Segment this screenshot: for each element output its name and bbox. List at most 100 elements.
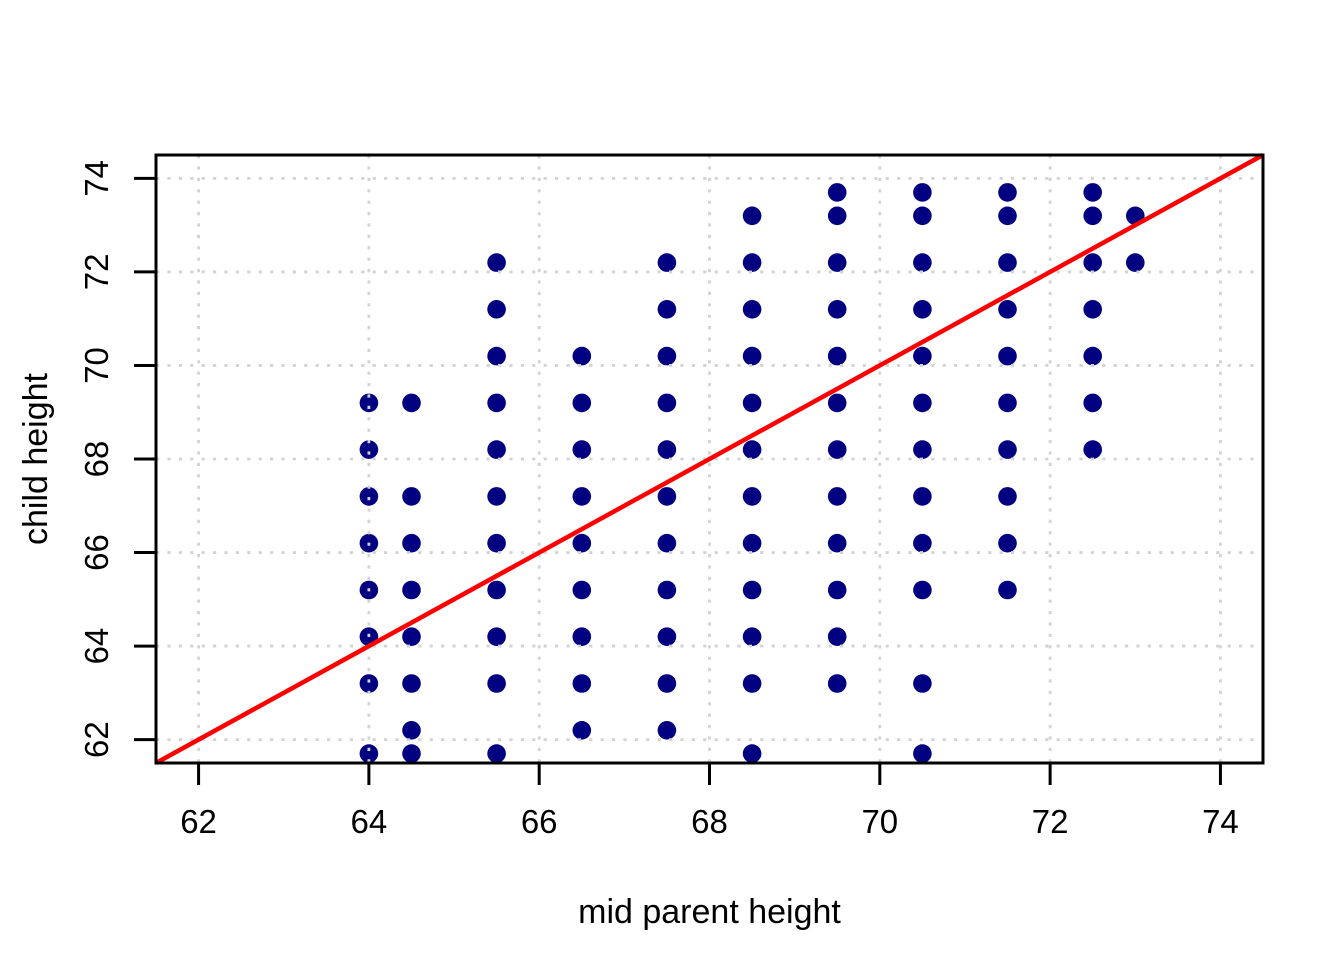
data-point (359, 393, 379, 413)
x-tick-label: 64 (351, 803, 388, 840)
data-point (913, 580, 932, 600)
y-tick-label: 66 (78, 534, 115, 571)
data-point (827, 533, 847, 553)
data-point (998, 206, 1017, 226)
data-point (998, 253, 1017, 272)
data-point (1083, 253, 1102, 272)
data-point (1083, 393, 1102, 413)
data-point (742, 533, 762, 553)
data-point (998, 183, 1017, 202)
data-point (487, 580, 506, 600)
y-tick-label: 62 (78, 721, 115, 758)
data-point (657, 440, 677, 459)
data-point (572, 674, 592, 693)
data-point (913, 674, 932, 693)
data-point (657, 627, 677, 646)
data-point (487, 744, 506, 763)
data-point (487, 674, 506, 693)
data-point (572, 533, 592, 553)
x-tick-label: 62 (180, 803, 217, 840)
data-point (1083, 440, 1102, 459)
data-point (657, 346, 677, 366)
y-tick-label: 70 (78, 347, 115, 384)
data-point (827, 300, 847, 319)
data-point (359, 440, 379, 459)
data-point (742, 674, 762, 693)
y-tick-label: 72 (78, 254, 115, 291)
data-point (913, 206, 932, 226)
data-point (572, 346, 592, 366)
y-tick-label: 68 (78, 441, 115, 478)
data-point (402, 487, 421, 506)
data-point (1083, 206, 1102, 226)
data-point (487, 440, 506, 459)
y-axis-title: child height (17, 372, 55, 546)
data-point (998, 580, 1017, 600)
data-point (402, 393, 421, 413)
x-tick-label: 68 (691, 803, 728, 840)
data-point (827, 580, 847, 600)
data-point (487, 487, 506, 506)
data-point (913, 393, 932, 413)
data-point (742, 253, 762, 272)
data-point (487, 627, 506, 646)
data-point (402, 721, 421, 740)
x-tick-label: 72 (1032, 803, 1069, 840)
data-point (913, 300, 932, 319)
data-point (572, 627, 592, 646)
data-point (998, 346, 1017, 366)
data-point (913, 253, 932, 272)
data-point (402, 674, 421, 693)
data-point (487, 393, 506, 413)
x-axis-title: mid parent height (578, 893, 841, 931)
data-point (487, 533, 506, 553)
data-point (827, 183, 847, 202)
data-point (487, 253, 506, 272)
data-point (827, 487, 847, 506)
y-tick-label: 74 (78, 160, 115, 197)
data-point (913, 346, 932, 366)
data-point (827, 346, 847, 366)
data-point (657, 393, 677, 413)
data-point (742, 580, 762, 600)
data-point (998, 533, 1017, 553)
data-point (402, 580, 421, 600)
data-point (657, 487, 677, 506)
data-point (402, 533, 421, 553)
data-point (913, 533, 932, 553)
data-point (742, 206, 762, 226)
data-point (657, 533, 677, 553)
data-point (657, 253, 677, 272)
data-point (913, 487, 932, 506)
data-point (742, 393, 762, 413)
data-point (657, 674, 677, 693)
data-point (998, 393, 1017, 413)
data-point (998, 300, 1017, 319)
data-point (487, 300, 506, 319)
data-point (1083, 346, 1102, 366)
data-point (742, 627, 762, 646)
data-point (827, 627, 847, 646)
data-point (402, 627, 421, 646)
data-point (1083, 300, 1102, 319)
data-point (913, 183, 932, 202)
x-tick-label: 70 (861, 803, 898, 840)
data-point (742, 300, 762, 319)
data-point (572, 580, 592, 600)
x-tick-label: 66 (521, 803, 558, 840)
data-point (359, 487, 379, 506)
x-tick-label: 74 (1202, 803, 1239, 840)
data-point (572, 393, 592, 413)
data-point (1083, 183, 1102, 202)
data-point (359, 744, 379, 763)
data-point (827, 674, 847, 693)
data-point (572, 487, 592, 506)
data-point (359, 674, 379, 693)
data-point (572, 721, 592, 740)
data-point (657, 721, 677, 740)
data-point (913, 440, 932, 459)
data-point (913, 744, 932, 763)
data-point (1126, 253, 1145, 272)
identity-line (154, 153, 1265, 765)
